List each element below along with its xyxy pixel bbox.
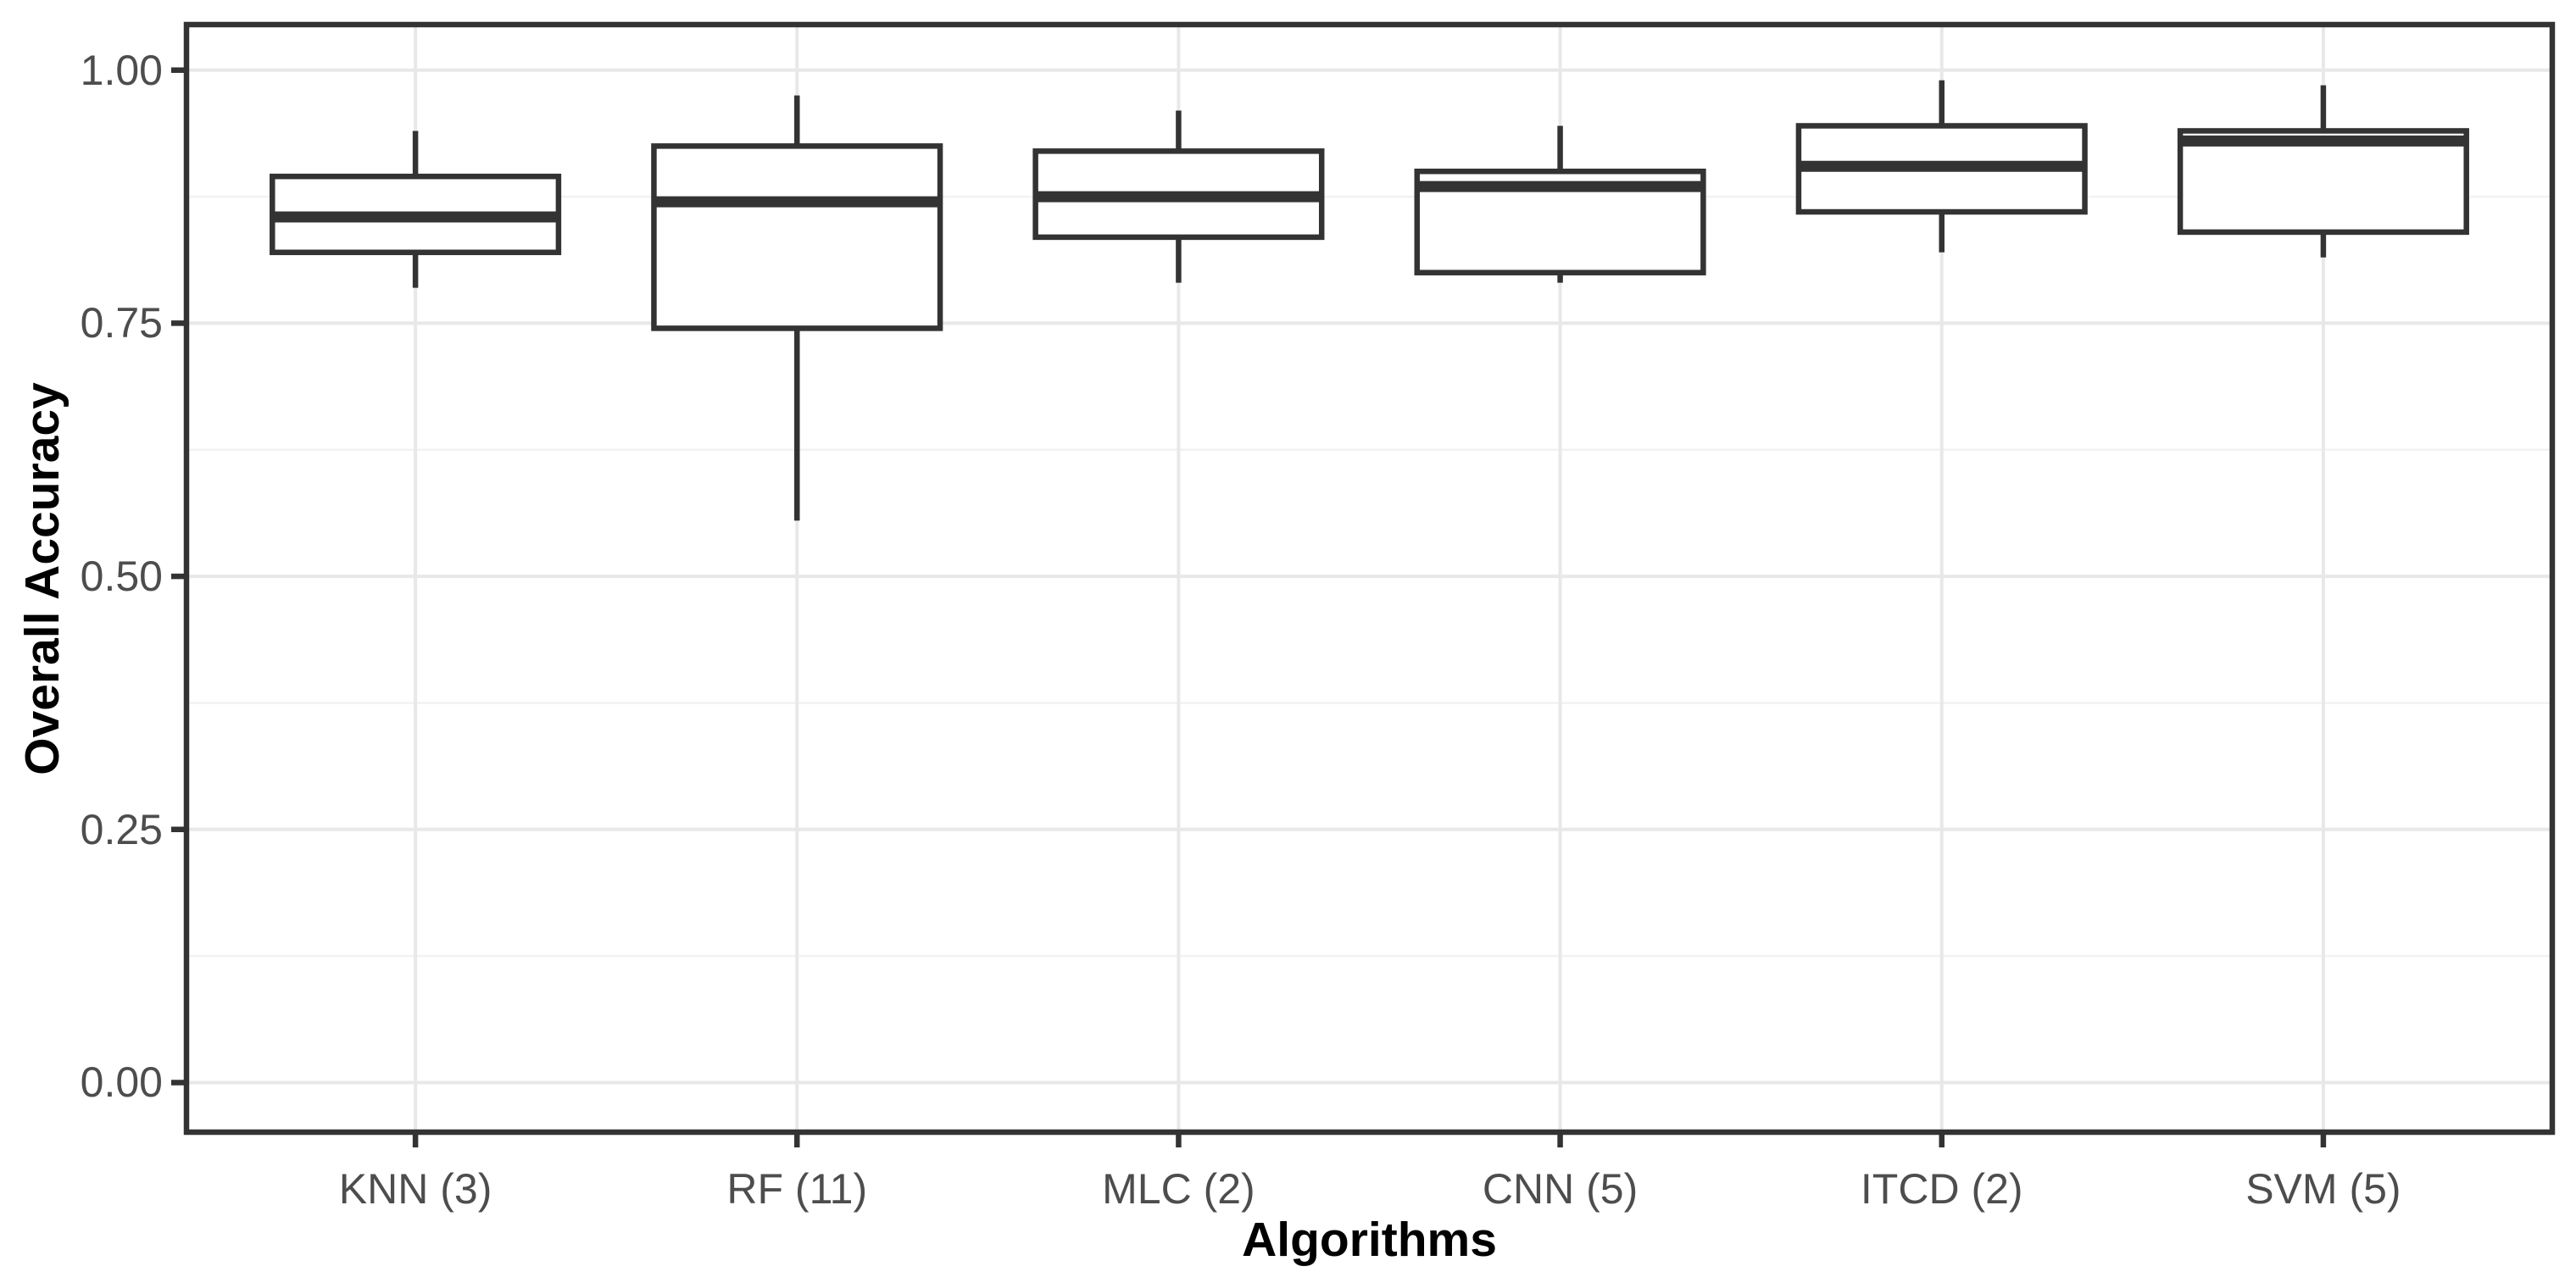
y-tick-label: 0.50 bbox=[80, 553, 163, 601]
y-tick-label: 0.25 bbox=[80, 805, 163, 853]
x-tick-label: CNN (5) bbox=[1482, 1165, 1639, 1213]
x-tick-label: MLC (2) bbox=[1102, 1165, 1255, 1213]
x-tick-label: ITCD (2) bbox=[1860, 1165, 2023, 1213]
y-tick-label: 1.00 bbox=[80, 46, 163, 94]
x-tick-label: RF (11) bbox=[726, 1165, 868, 1213]
x-tick-label: KNN (3) bbox=[338, 1165, 492, 1213]
y-tick-label: 0.00 bbox=[80, 1058, 163, 1107]
box-iqr bbox=[2177, 128, 2469, 236]
x-axis-title: Algorithms bbox=[1242, 1213, 1497, 1267]
y-axis-title: Overall Accuracy bbox=[15, 381, 70, 775]
y-tick-label: 0.75 bbox=[80, 299, 163, 347]
x-tick-label: SVM (5) bbox=[2245, 1165, 2401, 1213]
box-iqr bbox=[651, 143, 943, 331]
